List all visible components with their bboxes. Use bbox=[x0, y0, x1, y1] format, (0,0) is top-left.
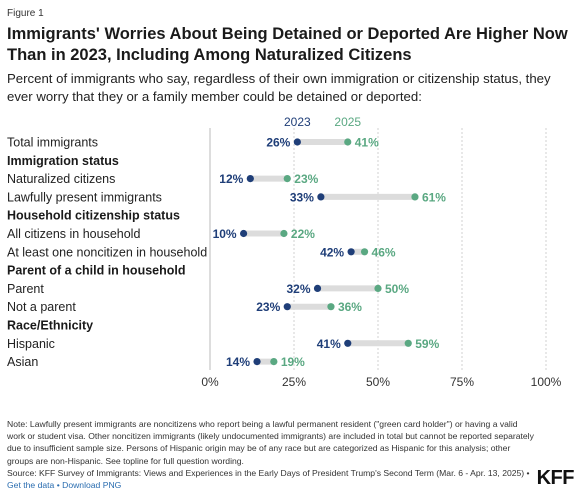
row-label: Hispanic bbox=[7, 337, 55, 351]
row-label: At least one noncitizen in household bbox=[7, 245, 207, 259]
group-label: Race/Ethnicity bbox=[7, 319, 93, 333]
value-label-2025: 59% bbox=[415, 337, 439, 351]
value-label-2023: 33% bbox=[290, 190, 314, 204]
value-label-2023: 42% bbox=[320, 245, 344, 259]
dot-2025 bbox=[327, 303, 335, 311]
dot-2025 bbox=[280, 229, 288, 238]
group-label: Immigration status bbox=[7, 154, 119, 168]
dot-2023 bbox=[253, 358, 261, 366]
value-label-2025: 61% bbox=[422, 190, 446, 204]
figure-label: Figure 1 bbox=[7, 8, 44, 19]
value-label-2025: 19% bbox=[281, 355, 305, 369]
chart-subtitle: Percent of immigrants who say, regardles… bbox=[7, 71, 551, 104]
dot-plot-chart: 0% 25% 50% 75% 100% Total immigrants 26% 41% Imm… bbox=[7, 115, 562, 389]
dot-2023 bbox=[246, 175, 254, 183]
value-label-2025: 41% bbox=[355, 136, 379, 150]
group-label: Parent of a child in household bbox=[7, 264, 186, 278]
row-label: Parent bbox=[7, 282, 44, 296]
dot-2023 bbox=[293, 138, 301, 146]
dot-2023 bbox=[347, 248, 355, 256]
dot-2025 bbox=[344, 138, 352, 146]
value-label-2025: 50% bbox=[385, 282, 409, 296]
x-tick-label: 75% bbox=[450, 375, 474, 389]
dot-2023 bbox=[313, 284, 322, 292]
series-label-2023: 2023 bbox=[284, 115, 311, 129]
value-label-2025: 23% bbox=[294, 172, 318, 186]
dot-2025 bbox=[283, 175, 291, 183]
group-label: Household citizenship status bbox=[7, 209, 180, 223]
chart-footnote: Note: Lawfully present immigrants are no… bbox=[7, 418, 535, 491]
value-label-2023: 26% bbox=[266, 136, 290, 150]
source-text: Source: KFF Survey of Immigrants: Views … bbox=[7, 467, 530, 478]
series-label-2025: 2025 bbox=[334, 115, 361, 129]
get-data-link[interactable]: Get the data bbox=[7, 480, 55, 491]
value-label-2023: 10% bbox=[213, 227, 237, 241]
x-tick-label: 100% bbox=[531, 375, 562, 389]
value-label-2023: 12% bbox=[219, 172, 243, 186]
value-label-2023: 23% bbox=[256, 300, 280, 314]
dot-2025 bbox=[270, 358, 278, 366]
dot-2025 bbox=[404, 339, 412, 347]
row-label: Lawfully present immigrants bbox=[7, 190, 162, 204]
note-text: Note: Lawfully present immigrants are no… bbox=[7, 419, 534, 466]
row-label: All citizens in household bbox=[7, 227, 140, 241]
kff-logo: KFF bbox=[536, 467, 575, 489]
row-label: Total immigrants bbox=[7, 136, 98, 150]
dot-2025 bbox=[374, 284, 382, 292]
download-png-link[interactable]: Download PNG bbox=[62, 480, 122, 491]
row-label: Asian bbox=[7, 355, 38, 369]
link-separator: • bbox=[56, 480, 60, 491]
value-label-2025: 46% bbox=[372, 245, 396, 259]
value-label-2025: 36% bbox=[338, 300, 362, 314]
value-label-2023: 14% bbox=[226, 355, 250, 369]
dot-2023 bbox=[344, 339, 352, 347]
value-label-2023: 41% bbox=[317, 337, 341, 351]
x-tick-label: 0% bbox=[201, 375, 219, 389]
x-tick-label: 25% bbox=[282, 375, 306, 389]
row-label: Not a parent bbox=[7, 300, 76, 314]
dot-2023 bbox=[240, 229, 248, 238]
value-label-2023: 32% bbox=[286, 282, 310, 296]
row-label: Naturalized citizens bbox=[7, 172, 115, 186]
x-tick-label: 50% bbox=[366, 375, 390, 389]
dot-2025 bbox=[360, 248, 369, 256]
chart-title: Immigrants' Worries About Being Detained… bbox=[7, 25, 568, 64]
dot-2023 bbox=[283, 303, 291, 311]
dot-2023 bbox=[317, 193, 325, 201]
value-label-2025: 22% bbox=[291, 227, 315, 241]
dot-2025 bbox=[411, 193, 419, 201]
